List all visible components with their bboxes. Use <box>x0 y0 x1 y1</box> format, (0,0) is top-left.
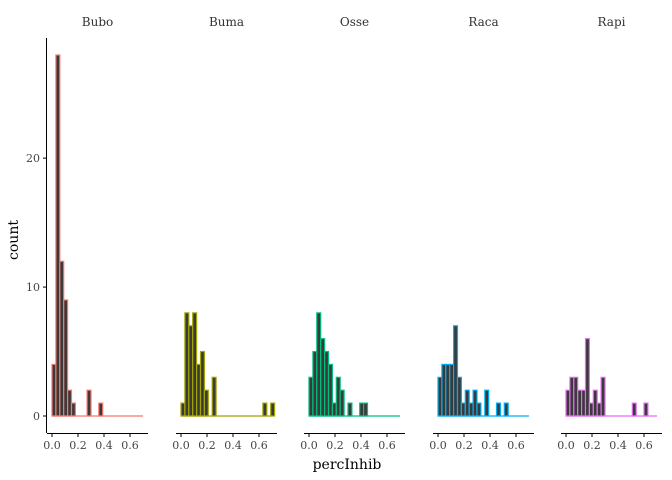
histogram-bar <box>600 376 606 417</box>
histogram-bar <box>270 402 276 417</box>
y-tick-label: 10 <box>26 281 40 294</box>
facet-osse: Osse 0.0 0.2 0.4 0.6 <box>300 15 405 452</box>
x-tick-label: 0.6 <box>507 439 525 452</box>
facet-panels: Bubo 0.0 0.2 0.4 0.6 Buma 0.0 0.2 0.4 0.6 Osse 0.0 0… <box>43 15 662 452</box>
histogram-bar <box>86 389 92 417</box>
y-tick-label: 0 <box>33 410 40 423</box>
x-tick-label: 0.4 <box>224 439 242 452</box>
x-tick-label: 0.2 <box>326 439 344 452</box>
histogram-bar <box>484 389 490 417</box>
x-tick-label: 0.0 <box>43 439 61 452</box>
histogram-bar <box>495 402 501 417</box>
facet-buma: Buma 0.0 0.2 0.4 0.6 <box>172 15 277 452</box>
x-tick-label: 0.2 <box>583 439 601 452</box>
x-tick-label: 0.4 <box>95 439 113 452</box>
facet-bubo: Bubo 0.0 0.2 0.4 0.6 <box>43 15 148 452</box>
histogram-bar <box>203 389 209 417</box>
y-axis-title: count <box>6 220 22 260</box>
histogram-bar <box>262 402 268 417</box>
histogram-bar <box>503 402 509 417</box>
x-tick-label: 0.2 <box>455 439 473 452</box>
histogram-bar <box>70 402 77 417</box>
y-axis: 0 10 20 <box>26 38 47 433</box>
facet-strip-label: Buma <box>209 15 244 29</box>
x-tick-label: 0.0 <box>172 439 190 452</box>
facet-rapi: Rapi 0.0 0.2 0.4 0.6 <box>557 15 662 452</box>
histogram-bar <box>98 402 104 417</box>
x-tick-label: 0.0 <box>300 439 318 452</box>
histogram-bar <box>476 402 482 417</box>
x-tick-label: 0.6 <box>250 439 268 452</box>
x-tick-label: 0.6 <box>378 439 396 452</box>
facet-strip-label: Raca <box>468 15 498 29</box>
histogram-bar <box>643 402 649 417</box>
x-tick-label: 0.2 <box>69 439 87 452</box>
x-tick-label: 0.4 <box>481 439 499 452</box>
facet-raca: Raca 0.0 0.2 0.4 0.6 <box>429 15 534 452</box>
histogram-bar <box>363 402 369 417</box>
x-tick-label: 0.6 <box>635 439 653 452</box>
x-tick-label: 0.0 <box>557 439 575 452</box>
x-axis-title: percInhib <box>313 457 382 473</box>
facet-strip-label: Rapi <box>598 15 626 29</box>
x-tick-label: 0.4 <box>352 439 370 452</box>
histogram-bar <box>339 389 345 417</box>
x-tick-label: 0.4 <box>609 439 627 452</box>
histogram-bar <box>347 402 353 417</box>
x-tick-label: 0.2 <box>198 439 216 452</box>
facet-strip-label: Osse <box>340 15 369 29</box>
facet-strip-label: Bubo <box>82 15 113 29</box>
x-tick-label: 0.6 <box>121 439 139 452</box>
histogram-bar <box>631 402 637 417</box>
x-tick-label: 0.0 <box>429 439 447 452</box>
y-tick-label: 20 <box>26 152 40 165</box>
histogram-bar <box>211 376 217 417</box>
